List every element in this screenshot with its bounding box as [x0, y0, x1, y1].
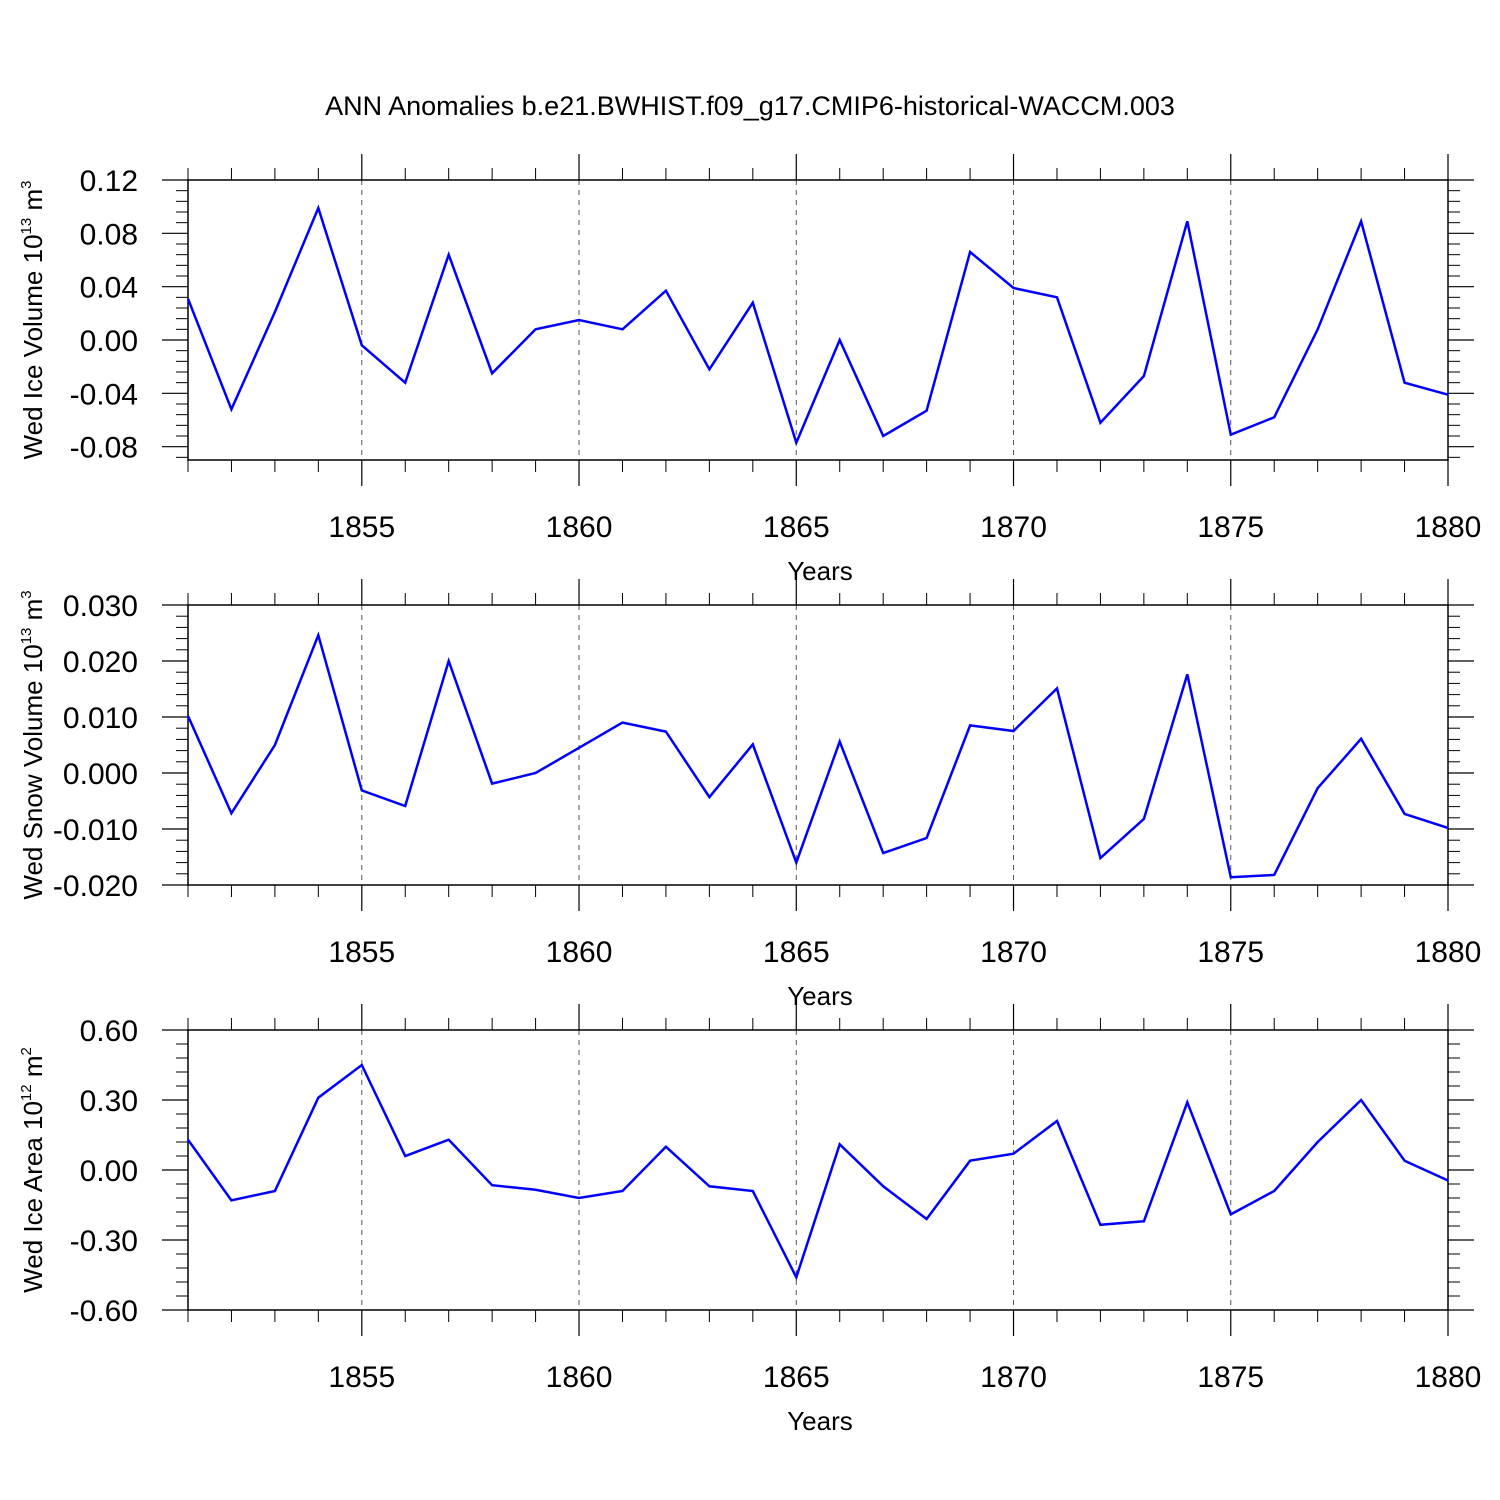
x-tick-label: 1865 [763, 1361, 830, 1394]
y-axis-title: Wed Ice Area 1012 m2 [18, 1047, 48, 1293]
y-tick-label: -0.60 [70, 1295, 138, 1328]
y-axis-title: Wed Ice Volume 1013 m3 [18, 181, 48, 460]
y-axis-title: Wed Snow Volume 1013 m3 [18, 590, 48, 899]
y-axis-title-unit-exponent: 3 [18, 590, 35, 598]
x-tick-label: 1855 [328, 511, 395, 544]
y-tick-label: -0.08 [70, 432, 138, 465]
x-tick-label: 1855 [328, 936, 395, 969]
chart-panel-2: 0.030 0.020 0.010 0.000 -0.010 -0.020 1855 1860… [18, 579, 1481, 1011]
x-tick-label: 1860 [546, 936, 613, 969]
series-line [186, 1063, 1449, 1281]
figure-title: ANN Anomalies b.e21.BWHIST.f09_g17.CMIP6… [325, 91, 1175, 121]
y-tick-label: 0.00 [80, 1155, 138, 1188]
y-tick-label: 0.08 [80, 218, 138, 251]
y-tick-label: -0.04 [70, 378, 138, 411]
x-tick-label: 1875 [1197, 511, 1264, 544]
x-axis-title: Years [787, 981, 853, 1011]
y-axis-title-unit: m [18, 599, 48, 628]
y-tick-label: 0.010 [63, 702, 138, 735]
plot-frame [187, 604, 1449, 886]
y-tick-label: -0.020 [53, 870, 138, 903]
y-tick-label: 0.030 [63, 590, 138, 623]
y-tick-label: -0.30 [70, 1225, 138, 1258]
x-tick-label: 1880 [1415, 936, 1482, 969]
x-tick-label: 1870 [980, 936, 1047, 969]
y-tick-label: 0.000 [63, 758, 138, 791]
x-tick-label: 1865 [763, 936, 830, 969]
plot-frame [187, 179, 1449, 461]
y-axis-title-unit: m [18, 189, 48, 218]
y-axis-title-text: Wed Ice Volume 10 [18, 234, 48, 459]
x-tick-label: 1875 [1197, 1361, 1264, 1394]
chart-panel-1: 0.12 0.08 0.04 0.00 -0.04 -0.08 1855 1860 1865 18… [18, 154, 1481, 586]
panels: 0.12 0.08 0.04 0.00 -0.04 -0.08 1855 1860 1865 18… [18, 154, 1481, 1436]
y-axis-title-exponent: 13 [18, 218, 35, 235]
chart-panel-3: 0.60 0.30 0.00 -0.30 -0.60 1855 1860 1865 1870 18… [18, 1004, 1481, 1436]
y-axis-title-text: Wed Ice Area 10 [18, 1101, 48, 1293]
x-axis-title: Years [787, 1406, 853, 1436]
plot-frame [187, 1029, 1449, 1311]
y-tick-label: 0.00 [80, 325, 138, 358]
x-tick-label: 1855 [328, 1361, 395, 1394]
y-axis-title-exponent: 12 [18, 1084, 35, 1101]
x-tick-label: 1880 [1415, 1361, 1482, 1394]
y-axis-title-exponent: 13 [18, 628, 35, 645]
x-tick-label: 1860 [546, 511, 613, 544]
y-axis-title-unit-exponent: 2 [18, 1047, 35, 1055]
x-tick-label: 1860 [546, 1361, 613, 1394]
x-tick-label: 1880 [1415, 511, 1482, 544]
x-tick-label: 1870 [980, 1361, 1047, 1394]
x-tick-label: 1870 [980, 511, 1047, 544]
y-tick-label: 0.12 [80, 165, 138, 198]
series-line [186, 631, 1449, 879]
x-tick-label: 1875 [1197, 936, 1264, 969]
y-axis-title-unit: m [18, 1056, 48, 1085]
x-axis-title: Years [787, 556, 853, 586]
y-axis-title-unit-exponent: 3 [18, 181, 35, 189]
y-tick-label: 0.60 [80, 1015, 138, 1048]
series-line [186, 204, 1449, 447]
x-tick-label: 1865 [763, 511, 830, 544]
y-axis-title-text: Wed Snow Volume 10 [18, 644, 48, 899]
y-tick-label: -0.010 [53, 814, 138, 847]
y-tick-label: 0.30 [80, 1085, 138, 1118]
y-tick-label: 0.04 [80, 272, 138, 305]
y-tick-label: 0.020 [63, 646, 138, 679]
